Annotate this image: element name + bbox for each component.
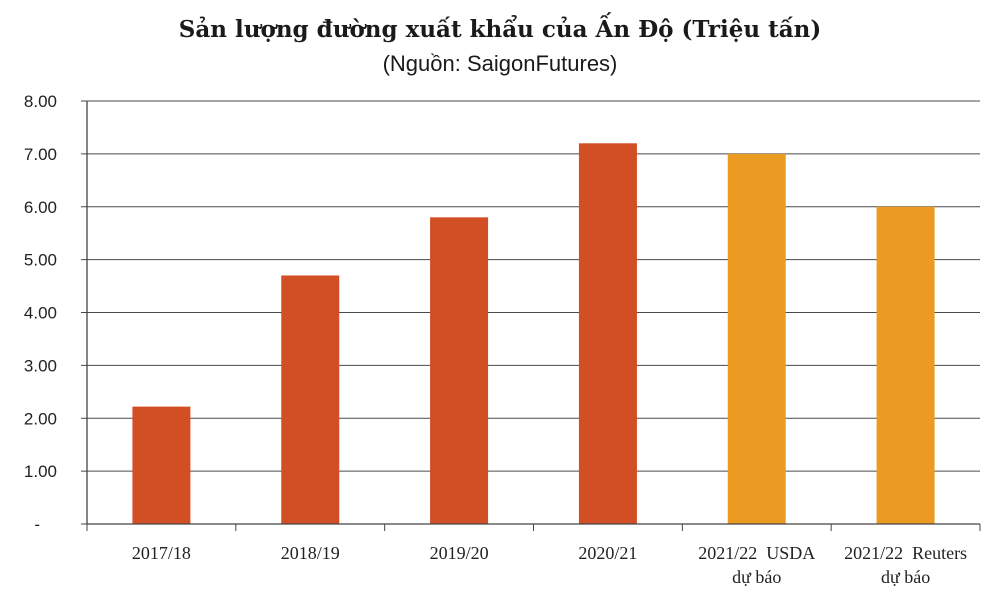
- x-tick-label: 2019/20: [430, 543, 489, 563]
- chart-subtitle: (Nguồn: SaigonFutures): [383, 51, 618, 76]
- bar-5: [727, 153, 786, 524]
- y-tick-label: 1.00: [24, 462, 57, 481]
- bar-1: [132, 406, 191, 524]
- bar-3: [430, 217, 489, 524]
- x-axis-ticks: 2017/18 2018/19 2019/20 2020/21 2021/22 USDA…: [86, 524, 981, 587]
- y-tick-label: 2.00: [24, 409, 57, 428]
- y-tick-label: 7.00: [24, 145, 57, 164]
- y-tick-label: 5.00: [24, 251, 57, 270]
- x-tick-label: dự báo: [881, 567, 930, 587]
- y-tick-label: 6.00: [24, 198, 57, 217]
- y-axis-ticks: - 1.00 2.00 3.00 4.00 5.00 6.00 7.00 8.00: [24, 92, 87, 534]
- bar-2: [281, 275, 340, 524]
- y-tick-label: -: [34, 515, 40, 534]
- bars: [132, 143, 935, 525]
- x-tick-label: 2021/22 USDA: [698, 543, 815, 563]
- x-tick-label: 2017/18: [132, 543, 191, 563]
- y-tick-label: 8.00: [24, 92, 57, 111]
- x-tick-label: 2018/19: [281, 543, 340, 563]
- gridlines: [87, 100, 980, 472]
- y-tick-label: 3.00: [24, 356, 57, 375]
- x-tick-label: 2021/22 Reuters: [844, 543, 967, 563]
- y-tick-label: 4.00: [24, 304, 57, 323]
- chart-title: Sản lượng đường xuất khẩu của Ấn Độ (Tri…: [179, 13, 821, 43]
- bar-4: [578, 143, 637, 525]
- x-tick-label: 2020/21: [578, 543, 637, 563]
- bar-6: [876, 206, 935, 524]
- x-tick-label: dự báo: [732, 567, 781, 587]
